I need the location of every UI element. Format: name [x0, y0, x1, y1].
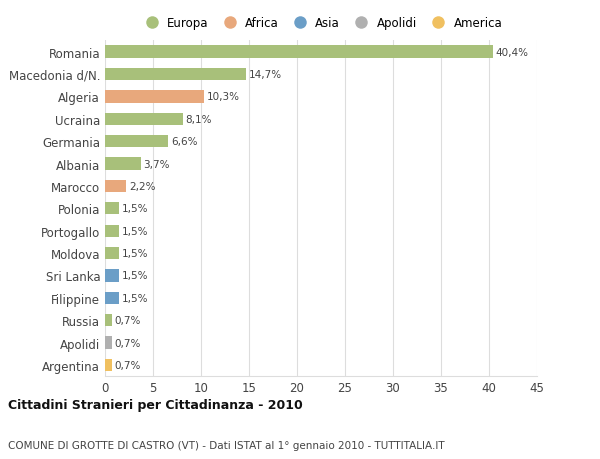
Bar [105, 225, 119, 237]
Bar [105, 270, 119, 282]
Text: Cittadini Stranieri per Cittadinanza - 2010: Cittadini Stranieri per Cittadinanza - 2… [8, 398, 302, 411]
Bar [105, 247, 119, 260]
Text: 0,7%: 0,7% [115, 315, 141, 325]
Text: 0,7%: 0,7% [115, 338, 141, 348]
Text: 14,7%: 14,7% [249, 70, 282, 80]
Bar [105, 314, 112, 327]
Text: 1,5%: 1,5% [122, 271, 149, 281]
Bar [105, 180, 126, 193]
Text: 3,7%: 3,7% [143, 159, 170, 169]
Text: 8,1%: 8,1% [185, 114, 212, 124]
Legend: Europa, Africa, Asia, Apolidi, America: Europa, Africa, Asia, Apolidi, America [137, 14, 505, 32]
Bar [105, 203, 119, 215]
Bar [105, 113, 183, 126]
Text: 10,3%: 10,3% [207, 92, 240, 102]
Text: 1,5%: 1,5% [122, 204, 149, 214]
Bar [105, 337, 112, 349]
Text: 6,6%: 6,6% [171, 137, 198, 147]
Bar [105, 91, 204, 103]
Text: 1,5%: 1,5% [122, 226, 149, 236]
Text: COMUNE DI GROTTE DI CASTRO (VT) - Dati ISTAT al 1° gennaio 2010 - TUTTITALIA.IT: COMUNE DI GROTTE DI CASTRO (VT) - Dati I… [8, 440, 445, 450]
Bar [105, 69, 246, 81]
Text: 2,2%: 2,2% [129, 181, 155, 191]
Text: 1,5%: 1,5% [122, 248, 149, 258]
Bar [105, 359, 112, 371]
Bar [105, 292, 119, 304]
Bar [105, 158, 140, 170]
Text: 40,4%: 40,4% [496, 47, 529, 57]
Text: 0,7%: 0,7% [115, 360, 141, 370]
Text: 1,5%: 1,5% [122, 293, 149, 303]
Bar [105, 136, 169, 148]
Bar [105, 46, 493, 59]
